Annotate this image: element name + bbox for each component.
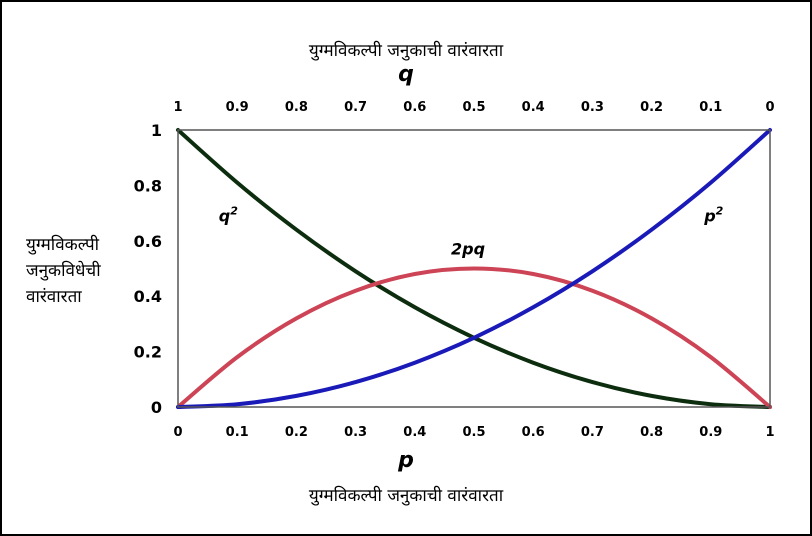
y-axis-title-line-3: वारंवारता [26, 287, 82, 307]
curve-labels: q2 2pq p2 [219, 204, 724, 258]
top-tick-label: 0.5 [462, 100, 485, 115]
two-pq-curve [176, 266, 772, 409]
x-tick-label: 0 [173, 425, 182, 440]
top-tick-label: 0.6 [403, 100, 426, 115]
curves [176, 128, 772, 409]
two-pq-label: 2pq [451, 240, 485, 259]
y-axis-title-line-2: जनुकविधेची [26, 261, 101, 281]
x-tick-label: 0.8 [640, 425, 663, 440]
y-tick-label: 0.4 [134, 287, 162, 306]
top-tick-label: 0.1 [699, 100, 722, 115]
top-tick-label: 0 [765, 100, 774, 115]
plot-frame [177, 129, 771, 408]
x-tick-label: 0.6 [522, 425, 545, 440]
top-tick-label: 0.4 [522, 100, 545, 115]
p-squared-curve [176, 128, 772, 409]
top-tick-label: 0.9 [226, 100, 249, 115]
bottom-axis-variable: p [398, 448, 414, 473]
top-tick-label: 0.3 [581, 100, 604, 115]
top-tick-label: 0.7 [344, 100, 367, 115]
x-tick-label: 0.3 [344, 425, 367, 440]
top-tick-label: 0.8 [285, 100, 308, 115]
bottom-axis-title: युग्मविकल्पी जनुकाची वारंवारता [308, 486, 504, 506]
x-tick-label: 0.4 [403, 425, 426, 440]
left-axis-ticks: 0 0.2 0.4 0.6 0.8 1 [134, 121, 162, 417]
q-squared-label: q2 [219, 204, 238, 225]
q-squared-curve [176, 128, 772, 409]
x-tick-label: 0.9 [699, 425, 722, 440]
top-tick-label: 0.2 [640, 100, 663, 115]
y-axis-title-line-1: युग्मविकल्पी [26, 235, 100, 255]
p-squared-label: p2 [703, 204, 723, 225]
x-tick-label: 0.2 [285, 425, 308, 440]
bottom-axis-ticks: 0 0.1 0.2 0.3 0.4 0.5 0.6 0.7 0.8 0.9 1 [173, 425, 774, 440]
x-tick-label: 1 [765, 425, 774, 440]
y-tick-label: 0.6 [134, 232, 162, 251]
y-axis-title: युग्मविकल्पी जनुकविधेची वारंवारता [26, 232, 136, 310]
y-tick-label: 0.8 [134, 176, 162, 195]
top-tick-label: 1 [173, 100, 182, 115]
x-tick-label: 0.1 [226, 425, 249, 440]
x-tick-label: 0.7 [581, 425, 604, 440]
x-tick-label: 0.5 [462, 425, 485, 440]
top-axis-variable: q [398, 62, 414, 87]
y-tick-label: 0 [151, 398, 162, 417]
top-axis-ticks: 1 0.9 0.8 0.7 0.6 0.5 0.4 0.3 0.2 0.1 0 [173, 100, 774, 115]
y-tick-label: 0.2 [134, 343, 162, 362]
y-tick-label: 1 [151, 121, 162, 140]
top-axis-title: युग्मविकल्पी जनुकाची वारंवारता [308, 41, 504, 61]
